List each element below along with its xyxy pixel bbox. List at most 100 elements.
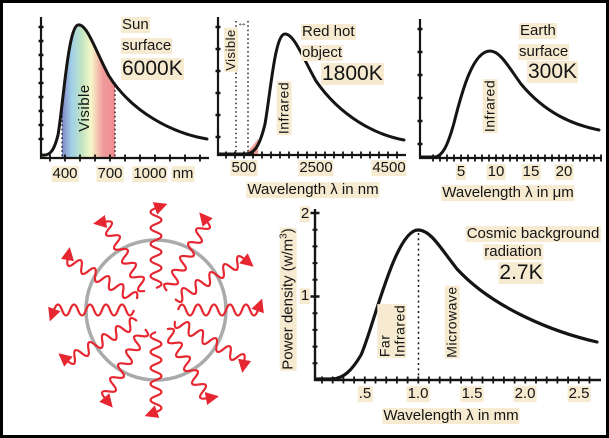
radiation-wave — [173, 320, 252, 373]
radiation-wave — [93, 214, 146, 293]
y-axis-label-close: ) — [279, 228, 297, 234]
red-hot-x-tick-500: 500 — [230, 159, 258, 177]
earth-blackbody-curve — [419, 49, 601, 159]
red-hot-title-line1: Red hot — [301, 23, 356, 40]
earth-title-line2: surface — [518, 43, 570, 60]
sun-visible-band-label: Visible — [76, 84, 94, 132]
earth-x-tick-15: 15 — [521, 163, 541, 181]
earth-temperature-label: 300K — [527, 60, 579, 84]
radiation-arrow — [58, 316, 138, 367]
sun-axes — [39, 17, 209, 160]
radiation-wave — [99, 328, 150, 408]
microwave-label: Microwave — [443, 285, 460, 359]
cosmic-x-tick-10: 1.0 — [406, 385, 430, 403]
red-hot-chart-panel: Red hot object 1800K Visible ↔ Infrared … — [213, 9, 411, 205]
far-infrared-label: Far Infrared — [376, 303, 407, 359]
far-infrared-line1: Far — [376, 334, 393, 358]
cosmic-y-major-ticks — [310, 211, 320, 298]
radiating-sphere-figure — [11, 197, 271, 435]
sun-title-line1: Sun — [121, 16, 150, 33]
red-hot-x-tick-2500: 2500 — [298, 159, 334, 177]
far-infrared-line2: Infrared — [391, 304, 407, 358]
earth-y-axis-ticks — [417, 27, 423, 146]
radiation-wave — [48, 303, 136, 322]
sun-x-axis-ticks — [49, 154, 201, 162]
sun-x-tick-1000: 1000 — [132, 165, 168, 183]
cosmic-x-tick-15: 1.5 — [460, 385, 484, 403]
radiation-arrow — [48, 303, 136, 322]
cosmic-blackbody-curve — [315, 228, 599, 381]
visible-band-width-arrow: ↔ — [237, 17, 247, 29]
radiation-arrow — [60, 247, 139, 300]
radiating-sphere-svg — [48, 202, 264, 418]
earth-x-axis-ticks — [432, 154, 602, 162]
cosmic-title-line1: Cosmic background — [465, 225, 601, 243]
radiation-arrow — [93, 214, 146, 293]
sun-chart-svg — [38, 17, 209, 162]
y-axis-label-superscript: 3 — [278, 233, 290, 239]
radiation-arrow — [176, 298, 264, 317]
radiation-arrow — [99, 328, 150, 408]
earth-x-axis-label: Wavelength λ in μm — [441, 184, 575, 202]
radiation-wave — [166, 327, 219, 406]
sun-y-axis-ticks — [38, 25, 44, 141]
red-hot-x-tick-4500: 4500 — [371, 159, 407, 177]
red-hot-temperature-label: 1800K — [321, 62, 384, 86]
earth-infrared-label: Infrared — [481, 78, 498, 134]
red-hot-visible-band-label: Visible — [223, 28, 239, 72]
radiation-arrow — [166, 327, 219, 406]
cosmic-y-tick-1: 1 — [299, 287, 311, 305]
red-hot-chart-svg — [215, 17, 406, 159]
red-hot-infrared-label: Infrared — [275, 80, 292, 136]
radiation-arrow — [162, 212, 213, 292]
earth-title-line1: Earth — [519, 22, 557, 39]
sun-blackbody-curve — [40, 23, 209, 157]
earth-axes — [418, 19, 602, 160]
earth-x-tick-20: 20 — [554, 163, 574, 181]
cosmic-x-tick-05: .5 — [357, 385, 373, 403]
radiation-arrow — [174, 253, 254, 304]
visible-band-dotted-borders — [61, 24, 116, 158]
y-axis-label-text: Power density (w/m — [279, 238, 297, 370]
cosmic-title-line2: radiation — [483, 243, 543, 261]
sun-x-tick-400: 400 — [51, 165, 79, 183]
radiation-arrow — [149, 202, 168, 290]
red-hot-blackbody-curve — [217, 32, 406, 156]
cosmic-x-axis-label: Wavelength λ in mm — [382, 407, 520, 425]
cosmic-x-axis-ticks — [321, 376, 591, 384]
cosmic-y-minor-ticks — [312, 228, 318, 365]
cosmic-x-tick-25: 2.5 — [567, 385, 591, 403]
cosmic-x-tick-20: 2.0 — [513, 385, 537, 403]
radiation-arrow — [144, 330, 163, 418]
earth-x-tick-5: 5 — [455, 163, 467, 181]
cosmic-chart-svg — [310, 209, 601, 384]
cosmic-chart-panel: Cosmic background radiation 2.7K Power d… — [261, 201, 605, 435]
radiation-arrow — [173, 320, 252, 373]
red-hot-title-line2: object — [301, 44, 344, 61]
earth-chart-panel: Earth surface 300K Infrared 5 10 15 20 W… — [411, 9, 606, 205]
red-hot-x-axis-ticks — [225, 151, 398, 159]
sun-x-unit-label: nm — [171, 165, 195, 183]
radiation-wave — [176, 298, 264, 317]
sun-title-line2: surface — [121, 37, 173, 54]
earth-chart-svg — [417, 19, 602, 162]
sun-chart-panel: Sun surface 6000K Visible 400 700 1000 n… — [9, 9, 213, 205]
cosmic-temperature-label: 2.7K — [498, 260, 544, 285]
cosmic-y-tick-2: 2 — [299, 205, 311, 223]
radiation-wave — [58, 316, 138, 367]
cosmic-axes — [313, 209, 601, 382]
red-hot-y-axis-ticks — [215, 25, 221, 139]
radiation-wave — [162, 212, 213, 292]
sun-temperature-label: 6000K — [121, 57, 184, 81]
radiation-wave — [149, 202, 168, 290]
radiation-arrows-group — [48, 202, 264, 418]
radiation-wave — [60, 247, 139, 300]
radiation-wave — [144, 330, 163, 418]
sphere-circle — [84, 238, 228, 382]
sun-x-tick-700: 700 — [96, 165, 124, 183]
radiation-wave — [174, 253, 254, 304]
cosmic-y-axis-label: Power density (w/m3) — [278, 227, 297, 371]
earth-x-tick-10: 10 — [486, 163, 506, 181]
red-hot-x-axis-label: Wavelength λ in nm — [246, 181, 380, 199]
